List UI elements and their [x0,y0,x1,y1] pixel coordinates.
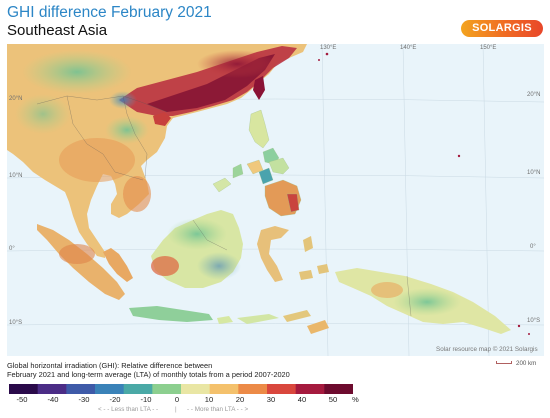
scale-tick: 50 [328,395,338,404]
latitude-label-equator: 0° [9,246,15,252]
map-credit: Solar resource map © 2021 Solargis [436,346,538,353]
scale-tick: -10 [140,395,152,404]
color-scale-swatch [123,384,153,394]
scale-tick: -40 [47,395,59,404]
green-zone-yunnan [22,50,132,94]
color-scale-swatch [37,384,67,394]
country-borders [36,95,412,317]
less-than-lta-label: < - - Less than LTA - - [98,406,159,413]
latitude-label-10n: 10°N [9,173,23,179]
scale-tick: -50 [16,395,28,404]
color-scale-swatch [295,384,325,394]
color-scale-svg [9,384,353,394]
color-scale-swatch [238,384,268,394]
map-subtitle: Southeast Asia [7,22,108,39]
color-scale-swatch [267,384,297,394]
scale-tick: -30 [78,395,90,404]
bali-lombok [217,316,233,324]
blue-zone-north-vietnam [109,91,137,109]
legend-description-line1: Global horizontal irradiation (GHI): Rel… [7,361,213,370]
longitude-label-140e: 140°E [400,45,417,51]
color-scale-swatch [181,384,211,394]
scale-tick: 10 [204,395,214,404]
color-scale-swatch [9,384,39,394]
latitude-label-20n: 20°N [9,96,23,102]
sulawesi [257,226,289,282]
map-svg [7,44,544,356]
scale-tick: 0 [174,395,180,404]
scale-label: 200 km [516,360,537,367]
map-title: GHI difference February 2021 [7,4,212,21]
longitude-label-130e: 130°E [320,45,337,51]
scale-bar [496,361,512,364]
color-scale-swatch [152,384,182,394]
maluku-islands [299,236,329,280]
color-scale-swatch [95,384,125,394]
malay-peninsula [103,248,133,282]
longitude-label-150e: 150°E [480,45,497,51]
green-zone-laos [105,116,149,144]
legend-description-line2: February 2021 and long-term average (LTA… [7,370,290,379]
green-zone-myanmar [15,94,71,134]
color-scale-swatch [209,384,239,394]
philippines [212,109,302,217]
color-scale-swatch [324,384,353,394]
solargis-logo: SOLARGIS [461,20,543,37]
small-islands [318,52,530,335]
scale-unit: % [352,395,359,404]
map-area[interactable] [7,44,544,356]
scale-tick: 30 [266,395,276,404]
latitude-label-10s-right: 10°S [527,318,541,324]
color-scale-bar [9,384,353,394]
lesser-sunda [237,310,329,334]
latitude-label-20n-right: 20°N [527,92,541,98]
scale-tick: -20 [109,395,121,404]
scale-tick: 20 [235,395,245,404]
scale-tick: 40 [297,395,307,404]
color-scale-swatch [66,384,96,394]
latitude-label-equator-right: 0° [530,244,536,250]
java [129,306,213,322]
taiwan-island [253,76,265,100]
hainan-island [153,112,171,126]
lta-divider: | [175,406,177,413]
latitude-label-10s: 10°S [9,320,23,326]
latitude-label-10n-right: 10°N [527,170,541,176]
more-than-lta-label: - - More than LTA - - > [187,406,249,413]
